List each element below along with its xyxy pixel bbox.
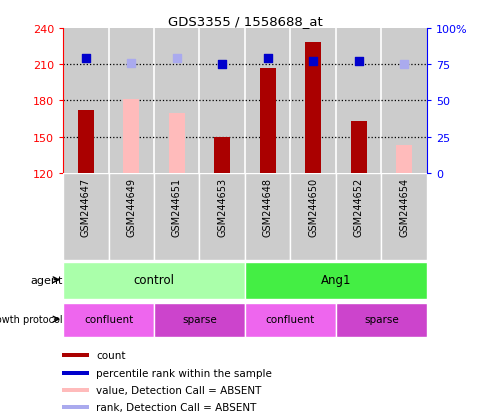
Bar bbox=[61, 388, 89, 392]
Bar bbox=[61, 405, 89, 410]
Text: control: control bbox=[133, 273, 174, 287]
Bar bbox=[335, 303, 426, 337]
Bar bbox=[153, 29, 199, 173]
Text: GSM244652: GSM244652 bbox=[353, 178, 363, 237]
Bar bbox=[199, 173, 244, 260]
Bar bbox=[63, 173, 108, 260]
Bar bbox=[244, 29, 290, 173]
Title: GDS3355 / 1558688_at: GDS3355 / 1558688_at bbox=[167, 15, 322, 28]
Bar bbox=[350, 122, 366, 173]
Bar bbox=[395, 146, 411, 173]
Bar bbox=[380, 173, 426, 260]
Text: value, Detection Call = ABSENT: value, Detection Call = ABSENT bbox=[96, 385, 261, 395]
Text: sparse: sparse bbox=[363, 314, 398, 324]
Text: GSM244653: GSM244653 bbox=[217, 178, 227, 237]
Text: GSM244654: GSM244654 bbox=[398, 178, 408, 237]
Text: GSM244647: GSM244647 bbox=[81, 178, 91, 237]
Bar bbox=[380, 29, 426, 173]
Text: Ang1: Ang1 bbox=[320, 273, 350, 287]
Bar bbox=[153, 173, 199, 260]
Bar bbox=[335, 29, 380, 173]
Point bbox=[309, 58, 317, 65]
Text: GSM244651: GSM244651 bbox=[171, 178, 182, 237]
Bar bbox=[244, 173, 290, 260]
Bar bbox=[61, 371, 89, 375]
Bar bbox=[244, 262, 426, 299]
Bar bbox=[168, 113, 184, 173]
Text: GSM244649: GSM244649 bbox=[126, 178, 136, 237]
Text: count: count bbox=[96, 351, 126, 361]
Bar bbox=[153, 303, 244, 337]
Bar bbox=[108, 173, 153, 260]
Bar bbox=[63, 262, 244, 299]
Bar bbox=[61, 354, 89, 358]
Point bbox=[263, 56, 271, 62]
Bar bbox=[244, 303, 335, 337]
Point bbox=[354, 58, 362, 65]
Text: confluent: confluent bbox=[84, 314, 133, 324]
Text: confluent: confluent bbox=[265, 314, 315, 324]
Bar bbox=[259, 69, 275, 173]
Bar bbox=[335, 173, 380, 260]
Text: GSM244650: GSM244650 bbox=[307, 178, 318, 237]
Bar bbox=[63, 303, 153, 337]
Bar bbox=[77, 111, 93, 173]
Bar bbox=[63, 29, 108, 173]
Point bbox=[127, 61, 135, 67]
Text: agent: agent bbox=[30, 275, 63, 285]
Point bbox=[399, 62, 407, 68]
Bar bbox=[199, 29, 244, 173]
Bar bbox=[214, 137, 230, 173]
Point bbox=[82, 56, 90, 62]
Bar bbox=[108, 29, 153, 173]
Text: percentile rank within the sample: percentile rank within the sample bbox=[96, 368, 272, 378]
Bar bbox=[304, 43, 320, 173]
Text: rank, Detection Call = ABSENT: rank, Detection Call = ABSENT bbox=[96, 402, 256, 412]
Text: growth protocol: growth protocol bbox=[0, 314, 63, 324]
Text: sparse: sparse bbox=[182, 314, 216, 324]
Bar bbox=[123, 100, 139, 173]
Text: GSM244648: GSM244648 bbox=[262, 178, 272, 237]
Bar bbox=[290, 173, 335, 260]
Point bbox=[172, 56, 180, 62]
Point bbox=[218, 62, 226, 68]
Bar bbox=[290, 29, 335, 173]
